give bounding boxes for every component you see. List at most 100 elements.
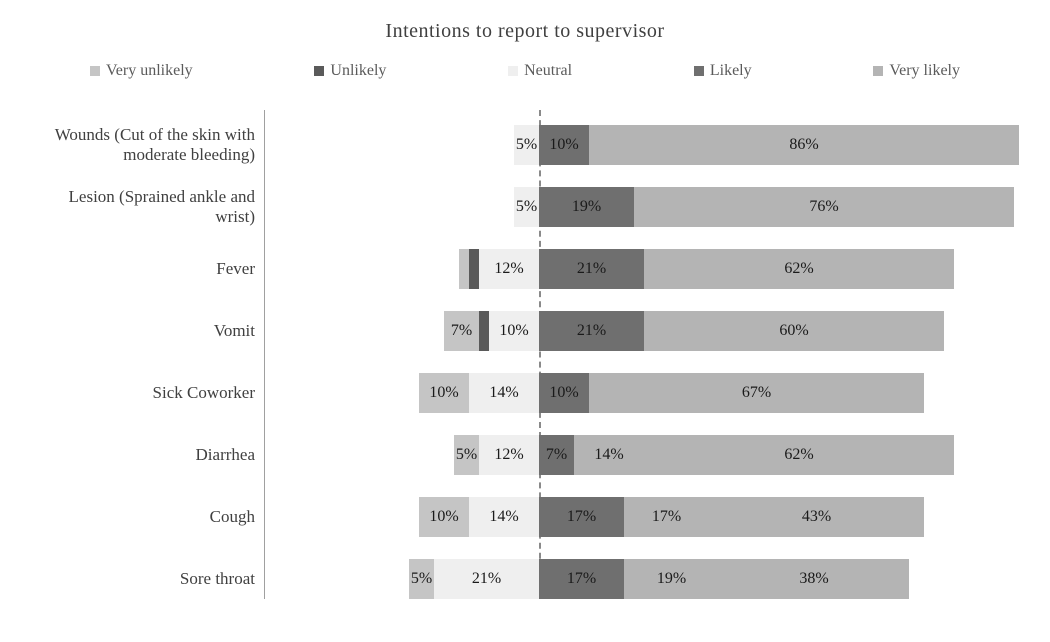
bar-value-label: 67%: [742, 384, 771, 402]
chart-row: Sick Coworker10%14%10%67%: [30, 373, 1030, 413]
bar-value-label: 14%: [594, 446, 623, 464]
legend-swatch: [314, 66, 324, 76]
bar-value-label: 17%: [652, 508, 681, 526]
chart-title: Intentions to report to supervisor: [0, 20, 1050, 43]
row-label: Diarrhea: [30, 425, 255, 485]
bar-area: 5% 12% 7% 14% 62%: [264, 435, 1030, 475]
bar-segment-likely: 17%: [539, 559, 624, 599]
bar-segment-very_unlikely: 7%: [444, 311, 479, 351]
bar-segment-likely: 17%: [539, 497, 624, 537]
bar-area: 12% 21% 62%: [264, 249, 1030, 289]
bar-value-label: 7%: [546, 446, 567, 464]
bar-value-label: 14%: [489, 384, 518, 402]
row-label: Sick Coworker: [30, 363, 255, 423]
bar-segment-neutral: 12%: [479, 435, 539, 475]
bar-segment-neutral: 12%: [479, 249, 539, 289]
bar-segment-very_unlikely: 10%: [419, 373, 469, 413]
bar-segment-very_likely: 38%: [719, 559, 909, 599]
bar-value-label: 10%: [549, 136, 578, 154]
bar-value-label: 43%: [802, 508, 831, 526]
row-label: Vomit: [30, 301, 255, 361]
row-label: Sore throat: [30, 549, 255, 609]
legend-item: Unlikely: [314, 62, 386, 80]
legend: Very unlikely Unlikely Neutral Likely Very l…: [90, 62, 960, 80]
bar-value-label: 7%: [451, 322, 472, 340]
bar-segment-very_likely: 86%: [589, 125, 1019, 165]
legend-label: Likely: [710, 62, 752, 80]
bar-area: 7% 10% 21% 60%: [264, 311, 1030, 351]
bar-segment-unlikely: [469, 249, 479, 289]
bar-value-label: 5%: [456, 446, 477, 464]
legend-swatch: [90, 66, 100, 76]
bar-value-label: 19%: [572, 198, 601, 216]
row-label: Cough: [30, 487, 255, 547]
bar-area: 5% 10% 86%: [264, 125, 1030, 165]
bar-value-label: 10%: [499, 322, 528, 340]
bar-segment-very_likely: 67%: [589, 373, 924, 413]
bar-value-label: 10%: [549, 384, 578, 402]
chart-row: Diarrhea5%12%7%14%62%: [30, 435, 1030, 475]
chart-row: Vomit7%10%21%60%: [30, 311, 1030, 351]
legend-label: Very likely: [889, 62, 960, 80]
bar-value-label: 5%: [516, 136, 537, 154]
bar-area: 5% 19% 76%: [264, 187, 1030, 227]
bar-segment-neutral: 14%: [469, 373, 539, 413]
bar-segment-very_likely: 43%: [709, 497, 924, 537]
bar-value-label: 38%: [799, 570, 828, 588]
bar-value-label: 76%: [809, 198, 838, 216]
row-label: Wounds (Cut of the skin with moderate bl…: [30, 115, 255, 175]
bar-area: 10% 14% 10% 67%: [264, 373, 1030, 413]
legend-item: Very unlikely: [90, 62, 193, 80]
legend-label: Very unlikely: [106, 62, 193, 80]
bar-segment-neutral: 5%: [514, 187, 539, 227]
chart-row: Fever12%21%62%: [30, 249, 1030, 289]
bar-value-label: 21%: [472, 570, 501, 588]
chart-row: Lesion (Sprained ankle and wrist)5%19%76…: [30, 187, 1030, 227]
chart-row: Wounds (Cut of the skin with moderate bl…: [30, 125, 1030, 165]
bar-value-label: 60%: [779, 322, 808, 340]
legend-swatch: [694, 66, 704, 76]
bar-value-label: 5%: [516, 198, 537, 216]
bar-value-label: 62%: [784, 446, 813, 464]
bar-value-label: 12%: [494, 446, 523, 464]
bar-value-label: 10%: [429, 384, 458, 402]
bar-value-label: 17%: [567, 570, 596, 588]
bar-value-label: 62%: [784, 260, 813, 278]
bar-value-label: 12%: [494, 260, 523, 278]
bar-segment-very_likely: 60%: [644, 311, 944, 351]
plot-area: Wounds (Cut of the skin with moderate bl…: [30, 110, 1030, 620]
bar-segment-very_likely: 62%: [644, 435, 954, 475]
legend-swatch: [508, 66, 518, 76]
bar-segment-likely: 21%: [539, 311, 644, 351]
bar-segment-very_unlikely: 5%: [454, 435, 479, 475]
bar-segment-neutral: 5%: [514, 125, 539, 165]
bar-value-label: 21%: [577, 260, 606, 278]
legend-label: Neutral: [524, 62, 572, 80]
legend-item: Neutral: [508, 62, 572, 80]
bar-segment-neutral: 14%: [469, 497, 539, 537]
bar-area: 5% 21% 17% 19% 38%: [264, 559, 1030, 599]
chart-row: Cough10%14%17%17%43%: [30, 497, 1030, 537]
legend-label: Unlikely: [330, 62, 386, 80]
bar-value-label: 5%: [411, 570, 432, 588]
chart-canvas: Intentions to report to supervisor Very …: [0, 0, 1050, 642]
bar-value-label: 21%: [577, 322, 606, 340]
bar-segment-likely: 21%: [539, 249, 644, 289]
bar-segment-very_likely: 62%: [644, 249, 954, 289]
bar-segment-neutral: 21%: [434, 559, 539, 599]
bar-segment-likely: 19%: [539, 187, 634, 227]
bar-segment-very_unlikely: [459, 249, 469, 289]
row-label: Fever: [30, 239, 255, 299]
bar-area: 10%14%17%17%43%: [264, 497, 1030, 537]
legend-item: Very likely: [873, 62, 960, 80]
bar-value-label: 10%: [429, 508, 458, 526]
bar-segment-very_likely: 76%: [634, 187, 1014, 227]
bar-segment-likely: 10%: [539, 125, 589, 165]
bar-segment-very_likely: 14%: [574, 435, 644, 475]
legend-item: Likely: [694, 62, 752, 80]
bar-segment-very_likely: 19%: [624, 559, 719, 599]
legend-swatch: [873, 66, 883, 76]
bar-segment-likely: 7%: [539, 435, 574, 475]
bar-value-label: 86%: [789, 136, 818, 154]
bar-segment-unlikely: [479, 311, 489, 351]
